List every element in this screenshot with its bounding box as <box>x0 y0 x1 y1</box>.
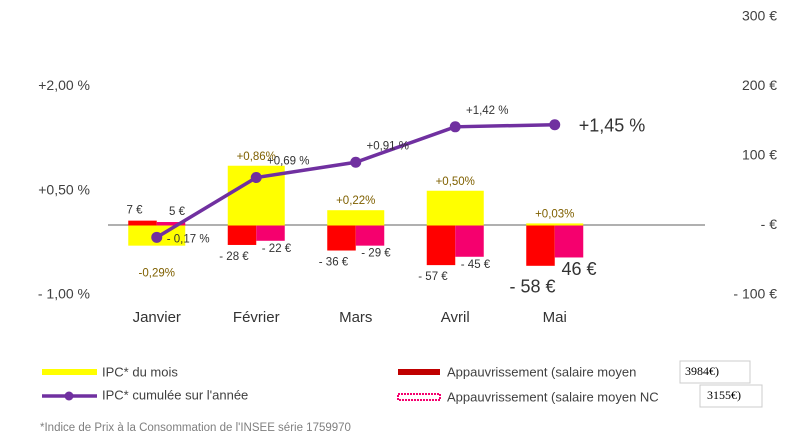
line-point <box>151 231 163 243</box>
data-label: +0,86% <box>237 151 276 163</box>
data-label: -0,29% <box>139 268 175 280</box>
y-tick-label: +2,00 % <box>38 77 90 93</box>
bar <box>128 220 157 226</box>
line-point <box>350 156 362 168</box>
y2-tick-label: - € <box>761 216 778 232</box>
line-point <box>549 119 561 131</box>
data-label: 46 € <box>561 259 596 279</box>
data-label: - 57 € <box>418 271 448 283</box>
data-label: - 0,17 % <box>167 233 210 245</box>
legend-label: IPC* cumulée sur l'année <box>102 387 248 402</box>
legend-note-box <box>679 360 751 384</box>
data-label: - 45 € <box>461 259 491 271</box>
y2-tick-label: 200 € <box>742 77 777 93</box>
x-tick-label: Février <box>233 309 280 326</box>
x-tick-label: Janvier <box>133 309 181 326</box>
y-tick-label: +0,50 % <box>38 181 90 197</box>
bar <box>554 225 584 258</box>
y2-tick-label: 300 € <box>742 8 777 24</box>
bar <box>526 225 555 266</box>
footnote: *Indice de Prix à la Consommation de l'I… <box>40 422 351 434</box>
data-label: +0,50% <box>436 176 475 188</box>
data-label: - 29 € <box>361 248 391 260</box>
y2-tick-label: 100 € <box>742 147 777 163</box>
data-label: - 36 € <box>319 257 349 269</box>
bar <box>426 190 484 226</box>
legend-swatch <box>64 391 74 401</box>
data-label: +0,22% <box>336 195 375 207</box>
y2-tick-label: - 100 € <box>733 286 777 302</box>
data-label: - 28 € <box>219 251 249 263</box>
data-label: +0,91 % <box>366 140 409 152</box>
data-label: +0,03% <box>535 208 574 220</box>
data-label: +0,69 % <box>267 156 310 168</box>
bar <box>355 225 385 246</box>
x-tick-label: Mars <box>339 309 372 326</box>
line-point <box>449 121 461 133</box>
bar <box>156 222 186 226</box>
legend-swatch <box>42 369 97 375</box>
x-tick-label: Mai <box>543 309 567 326</box>
legend-label: IPC* du mois <box>102 364 178 379</box>
data-label: 5 € <box>169 206 186 218</box>
legend-note-box <box>699 384 763 408</box>
bar <box>327 210 385 226</box>
y-tick-label: - 1,00 % <box>38 286 90 302</box>
data-label: - 58 € <box>509 277 555 297</box>
line-point <box>250 172 262 184</box>
bar <box>455 225 484 257</box>
legend-note: 3155€) <box>707 388 741 402</box>
x-tick-label: Avril <box>441 309 470 326</box>
legend-note: 3984€) <box>685 364 719 378</box>
bar <box>327 225 356 251</box>
bar <box>426 225 456 266</box>
data-label: +1,45 % <box>579 115 646 135</box>
bar <box>256 225 285 241</box>
legend-label: Appauvrissement (salaire moyen NC <box>447 389 659 404</box>
bar <box>526 223 584 226</box>
legend-swatch <box>397 393 441 401</box>
legend-swatch <box>398 369 440 375</box>
bar <box>227 225 257 245</box>
data-label: - 22 € <box>262 243 292 255</box>
data-label: 7 € <box>127 205 144 217</box>
data-label: +1,42 % <box>466 105 509 117</box>
legend-label: Appauvrissement (salaire moyen <box>447 364 636 379</box>
